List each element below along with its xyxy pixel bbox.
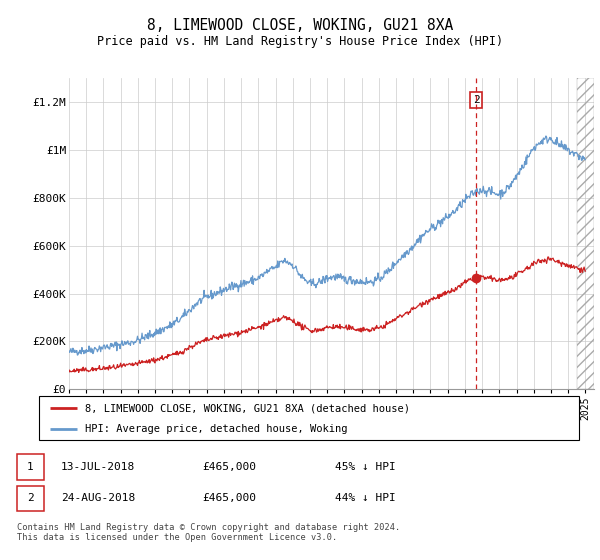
Text: 1: 1 xyxy=(27,462,34,472)
Text: £465,000: £465,000 xyxy=(202,493,256,503)
Text: 8, LIMEWOOD CLOSE, WOKING, GU21 8XA (detached house): 8, LIMEWOOD CLOSE, WOKING, GU21 8XA (det… xyxy=(85,403,410,413)
Text: HPI: Average price, detached house, Woking: HPI: Average price, detached house, Woki… xyxy=(85,424,347,433)
FancyBboxPatch shape xyxy=(39,396,579,440)
Text: Price paid vs. HM Land Registry's House Price Index (HPI): Price paid vs. HM Land Registry's House … xyxy=(97,35,503,49)
Text: 44% ↓ HPI: 44% ↓ HPI xyxy=(335,493,395,503)
Text: 2: 2 xyxy=(27,493,34,503)
FancyBboxPatch shape xyxy=(17,454,44,479)
Text: 2: 2 xyxy=(473,95,479,105)
Text: 8, LIMEWOOD CLOSE, WOKING, GU21 8XA: 8, LIMEWOOD CLOSE, WOKING, GU21 8XA xyxy=(147,18,453,32)
Text: £465,000: £465,000 xyxy=(202,462,256,472)
Text: 24-AUG-2018: 24-AUG-2018 xyxy=(61,493,135,503)
FancyBboxPatch shape xyxy=(17,486,44,511)
Text: 45% ↓ HPI: 45% ↓ HPI xyxy=(335,462,395,472)
Text: 13-JUL-2018: 13-JUL-2018 xyxy=(61,462,135,472)
Text: Contains HM Land Registry data © Crown copyright and database right 2024.
This d: Contains HM Land Registry data © Crown c… xyxy=(17,523,400,542)
